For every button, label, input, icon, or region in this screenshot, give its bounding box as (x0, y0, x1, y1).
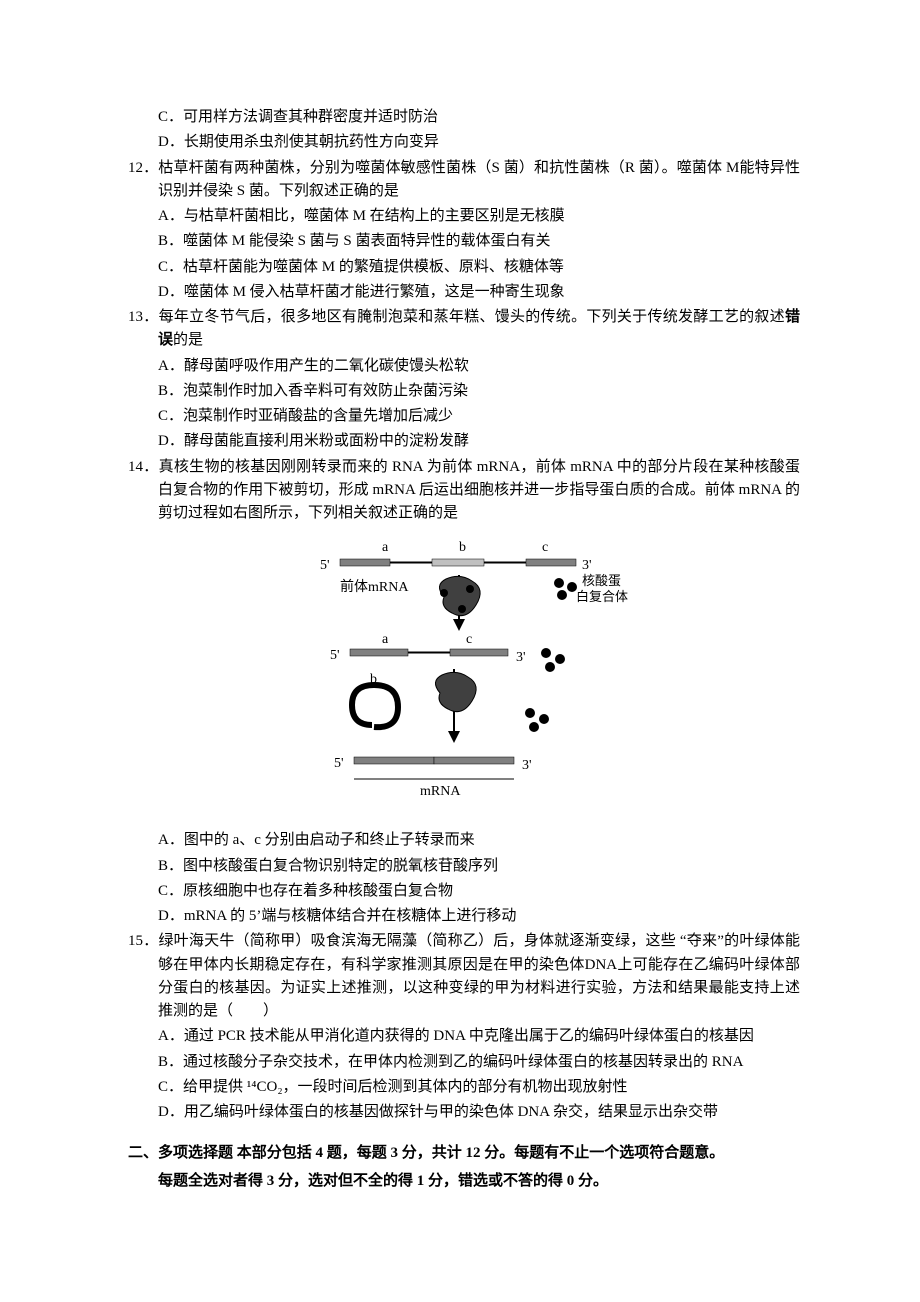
diagram-label-a-mid: a (382, 632, 389, 647)
diagram-complex-dot (557, 590, 567, 600)
diagram-label-mrna: mRNA (420, 784, 461, 799)
diagram-complex-dot (529, 722, 539, 732)
diagram-bot-3prime: 3' (522, 758, 532, 773)
q13-option-c: C．泡菜制作时亚硝酸盐的含量先增加后减少 (128, 405, 800, 428)
diagram-bot-seg-c (434, 757, 514, 764)
diagram-bot-seg-a (354, 757, 434, 764)
diagram-label-complex-1: 核酸蛋 (582, 573, 621, 588)
q12-stem-text: 枯草杆菌有两种菌株，分别为噬菌体敏感性菌株（S 菌）和抗性菌株（R 菌）。噬菌体… (158, 160, 800, 199)
section2-title-line1: 二、多项选择题 本部分包括 4 题，每题 3 分，共计 12 分。每题有不止一个… (128, 1142, 800, 1165)
q15-stem-text: 绿叶海天牛（简称甲）吸食滨海无隔藻（简称乙）后，身体就逐渐变绿，这些 “夺来”的… (158, 933, 800, 1019)
q15-option-b: B．通过核酸分子杂交技术，在甲体内检测到乙的编码叶绿体蛋白的核基因转录出的 RN… (128, 1051, 800, 1074)
q13-number: 13． (128, 309, 159, 325)
diagram-complex-dot (440, 589, 448, 597)
q13-option-d: D．酵母菌能直接利用米粉或面粉中的淀粉发酵 (128, 430, 800, 453)
q15-option-a: A．通过 PCR 技术能从甲消化道内获得的 DNA 中克隆出属于乙的编码叶绿体蛋… (128, 1025, 800, 1048)
q12-option-b: B．噬菌体 M 能侵染 S 菌与 S 菌表面特异性的载体蛋白有关 (128, 230, 800, 253)
diagram-complex-dot (554, 578, 564, 588)
q14-option-c: C．原核细胞中也存在着多种核酸蛋白复合物 (128, 880, 800, 903)
diagram-bot-5prime: 5' (334, 756, 344, 771)
diagram-mid-seg-a (350, 649, 408, 656)
diagram-b-lariat (352, 685, 398, 727)
q14-option-b: B．图中核酸蛋白复合物识别特定的脱氧核苷酸序列 (128, 855, 800, 878)
q14-option-a: A．图中的 a、c 分别由启动子和终止子转录而来 (128, 829, 800, 852)
diagram-mid-5prime: 5' (330, 648, 340, 663)
diagram-label-complex-2: 白复合体 (576, 589, 628, 604)
q12-option-d: D．噬菌体 M 侵入枯草杆菌才能进行繁殖，这是一种寄生现象 (128, 281, 800, 304)
q13-stem-a: 每年立冬节气后，很多地区有腌制泡菜和蒸年糕、馒头的传统。下列关于传统发酵工艺的叙… (159, 309, 785, 325)
diagram-arrowhead-2 (448, 731, 460, 743)
diagram-top-seg-a (340, 559, 390, 566)
diagram-complex-dot (555, 654, 565, 664)
diagram-top-3prime: 3' (582, 558, 592, 573)
diagram-label-c-mid: c (466, 632, 472, 647)
diagram-complex-dot (539, 714, 549, 724)
diagram-label-premrna: 前体mRNA (340, 578, 409, 595)
q12-option-a: A．与枯草杆菌相比，噬菌体 M 在结构上的主要区别是无核膜 (128, 205, 800, 228)
diagram-label-c-top: c (542, 540, 548, 555)
q14-stem: 14．真核生物的核基因刚刚转录而来的 RNA 为前体 mRNA，前体 mRNA … (128, 456, 800, 526)
section2-title-line2: 每题全选对者得 3 分，选对但不全的得 1 分，错选或不答的得 0 分。 (128, 1170, 800, 1193)
diagram-top-seg-b (432, 559, 484, 566)
q14-number: 14． (128, 459, 159, 475)
diagram-mid-3prime: 3' (516, 650, 526, 665)
q14-option-d: D．mRNA 的 5’端与核糖体结合并在核糖体上进行移动 (128, 905, 800, 928)
diagram-arrowhead-1 (453, 619, 465, 631)
exam-page: C．可用样方法调查其种群密度并适时防治 D．长期使用杀虫剂使其朝抗药性方向变异 … (0, 0, 920, 1279)
q12-stem: 12．枯草杆菌有两种菌株，分别为噬菌体敏感性菌株（S 菌）和抗性菌株（R 菌）。… (128, 157, 800, 204)
mrna-splicing-diagram: a b c 5' 3' 前体mRNA 核酸蛋 白复合体 (294, 535, 634, 815)
q11-option-d: D．长期使用杀虫剂使其朝抗药性方向变异 (128, 131, 800, 154)
q14-diagram: a b c 5' 3' 前体mRNA 核酸蛋 白复合体 (128, 535, 800, 815)
diagram-complex-dot (466, 585, 474, 593)
diagram-top-seg-c (526, 559, 576, 566)
q14-stem-text: 真核生物的核基因刚刚转录而来的 RNA 为前体 mRNA，前体 mRNA 中的部… (158, 459, 800, 522)
q15-number: 15． (128, 933, 158, 949)
diagram-label-a-top: a (382, 540, 389, 555)
q13-option-a: A．酵母菌呼吸作用产生的二氧化碳使馒头松软 (128, 355, 800, 378)
diagram-spliceosome-blob-2 (435, 673, 476, 712)
q12-option-c: C．枯草杆菌能为噬菌体 M 的繁殖提供模板、原料、核糖体等 (128, 256, 800, 279)
diagram-top-5prime: 5' (320, 558, 330, 573)
q12-number: 12． (128, 160, 158, 176)
diagram-complex-dot (458, 605, 466, 613)
diagram-complex-dot (525, 708, 535, 718)
diagram-complex-dot (545, 662, 555, 672)
q15-stem: 15．绿叶海天牛（简称甲）吸食滨海无隔藻（简称乙）后，身体就逐渐变绿，这些 “夺… (128, 930, 800, 1023)
q15-option-d: D．用乙编码叶绿体蛋白的核基因做探针与甲的染色体 DNA 杂交，结果显示出杂交带 (128, 1101, 800, 1124)
q15-option-c: C．给甲提供 ¹⁴CO₂，一段时间后检测到其体内的部分有机物出现放射性 (128, 1076, 800, 1099)
diagram-label-b-top: b (459, 540, 466, 555)
q13-stem-c: 的是 (173, 332, 203, 348)
diagram-mid-seg-c (450, 649, 508, 656)
q13-option-b: B．泡菜制作时加入香辛料可有效防止杂菌污染 (128, 380, 800, 403)
q13-stem: 13．每年立冬节气后，很多地区有腌制泡菜和蒸年糕、馒头的传统。下列关于传统发酵工… (128, 306, 800, 353)
q11-option-c: C．可用样方法调查其种群密度并适时防治 (128, 106, 800, 129)
diagram-complex-dot (541, 648, 551, 658)
